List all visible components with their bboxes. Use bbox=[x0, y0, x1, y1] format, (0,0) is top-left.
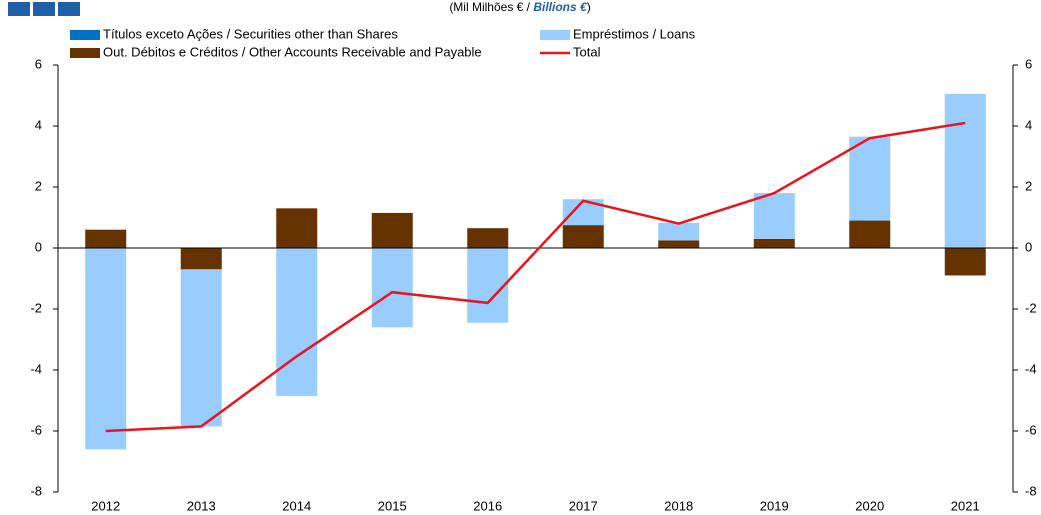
y2-tick-label: 2 bbox=[1025, 178, 1032, 193]
y2-tick-label: -8 bbox=[1025, 483, 1037, 498]
legend-swatch bbox=[540, 30, 570, 40]
legend-label: Total bbox=[573, 44, 601, 59]
legend-swatch bbox=[70, 48, 100, 58]
bar bbox=[658, 222, 700, 241]
legend-label: Empréstimos / Loans bbox=[573, 26, 696, 41]
subtitle: (Mil Milhões € / Billions €) bbox=[449, 0, 590, 14]
bar bbox=[371, 212, 413, 248]
y-tick-label: 0 bbox=[35, 239, 42, 254]
subtitle-part: (Mil Milhões € / bbox=[449, 0, 533, 14]
bar bbox=[85, 248, 127, 450]
bar bbox=[276, 208, 318, 248]
y2-tick-label: -4 bbox=[1025, 361, 1037, 376]
x-tick-label: 2019 bbox=[760, 498, 789, 513]
bar bbox=[276, 248, 318, 396]
x-tick-label: 2015 bbox=[378, 498, 407, 513]
y2-tick-label: 4 bbox=[1025, 117, 1032, 132]
y-tick-label: -2 bbox=[30, 300, 42, 315]
icon bbox=[58, 2, 80, 16]
x-tick-label: 2014 bbox=[282, 498, 311, 513]
bar bbox=[944, 248, 986, 276]
y2-tick-label: 0 bbox=[1025, 239, 1032, 254]
x-tick-label: 2017 bbox=[569, 498, 598, 513]
y-tick-label: 4 bbox=[35, 117, 42, 132]
y-tick-label: -8 bbox=[30, 483, 42, 498]
legend-label: Títulos exceto Ações / Securities other … bbox=[103, 26, 398, 41]
bar bbox=[849, 220, 891, 248]
icon bbox=[33, 2, 55, 16]
bar bbox=[371, 248, 413, 328]
x-tick-label: 2012 bbox=[91, 498, 120, 513]
y2-tick-label: 6 bbox=[1025, 56, 1032, 71]
x-tick-label: 2021 bbox=[951, 498, 980, 513]
bar bbox=[944, 93, 986, 248]
bar bbox=[753, 238, 795, 248]
x-tick-label: 2013 bbox=[187, 498, 216, 513]
bar bbox=[85, 229, 127, 248]
bar bbox=[467, 248, 509, 323]
icon bbox=[8, 2, 30, 16]
bar bbox=[180, 269, 222, 427]
subtitle-part: Billions € bbox=[533, 0, 588, 14]
y-tick-label: -4 bbox=[30, 361, 42, 376]
legend-swatch bbox=[70, 30, 100, 40]
bar bbox=[849, 136, 891, 221]
subtitle-part: ) bbox=[587, 0, 591, 14]
legend-label: Out. Débitos e Créditos / Other Accounts… bbox=[103, 44, 482, 59]
line bbox=[105, 121, 966, 433]
y-tick-label: 6 bbox=[35, 56, 42, 71]
x-tick-label: 2016 bbox=[473, 498, 502, 513]
bar bbox=[658, 240, 700, 248]
bar bbox=[753, 193, 795, 239]
y-tick-label: 2 bbox=[35, 178, 42, 193]
y2-tick-label: -6 bbox=[1025, 422, 1037, 437]
bar bbox=[180, 248, 222, 270]
x-tick-label: 2020 bbox=[855, 498, 884, 513]
bar bbox=[467, 228, 509, 248]
y2-tick-label: -2 bbox=[1025, 300, 1037, 315]
bar bbox=[562, 225, 604, 248]
x-tick-label: 2018 bbox=[664, 498, 693, 513]
y-tick-label: -6 bbox=[30, 422, 42, 437]
